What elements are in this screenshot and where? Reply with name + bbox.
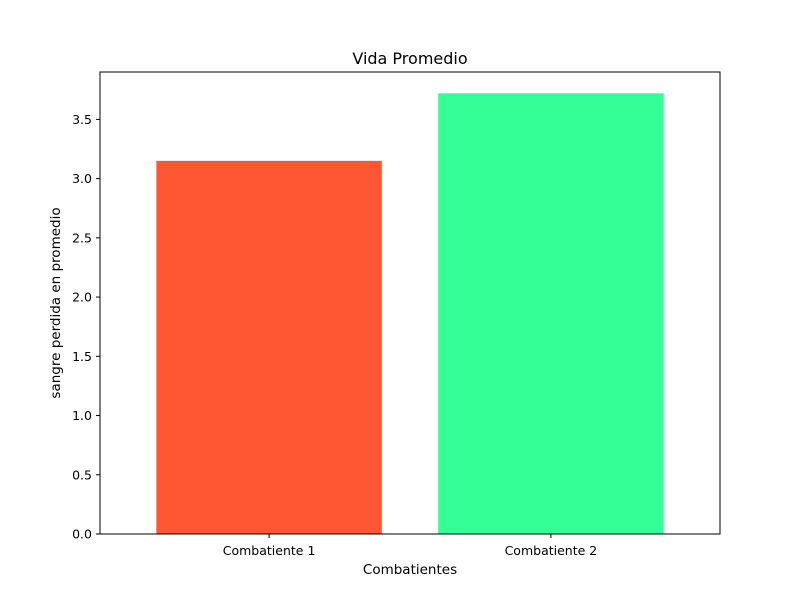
y-tick-label: 1.0 — [72, 408, 92, 423]
x-tick-label: Combatiente 2 — [505, 543, 598, 558]
plot-frame — [99, 71, 721, 535]
y-tick-label: 3.5 — [72, 112, 92, 127]
x-axis-label: Combatientes — [363, 562, 457, 578]
chart-title: Vida Promedio — [352, 49, 467, 68]
y-tick-label: 2.0 — [72, 290, 92, 305]
bars-layer — [156, 93, 664, 535]
bar-1 — [156, 160, 382, 534]
y-tick-label: 0.0 — [72, 527, 92, 542]
x-axis-ticks: Combatiente 1 Combatiente 2 — [223, 534, 597, 558]
y-axis-label: sangre perdida en promedio — [48, 207, 64, 398]
y-tick-label: 2.5 — [72, 230, 92, 245]
y-tick-label: 1.5 — [72, 349, 92, 364]
y-tick-label: 3.0 — [72, 171, 92, 186]
bar-2 — [438, 93, 664, 535]
x-tick-label: Combatiente 1 — [223, 543, 316, 558]
y-tick-label: 0.5 — [72, 467, 92, 482]
y-axis-ticks: 0.0 0.5 1.0 1.5 2.0 2.5 3.0 3.5 — [72, 112, 100, 542]
